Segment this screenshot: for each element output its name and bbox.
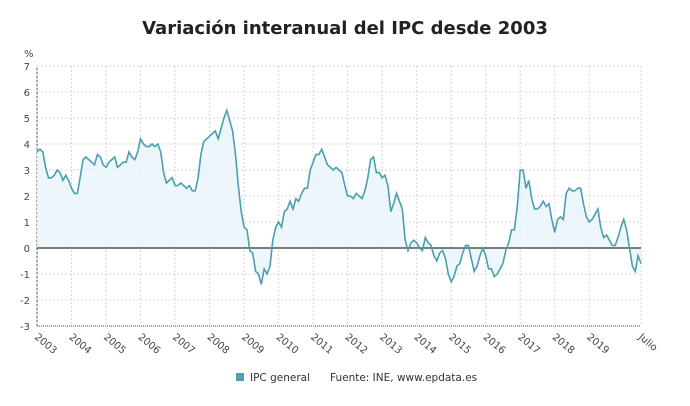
x-tick-label: 2015 — [446, 332, 473, 357]
y-tick-label: -2 — [20, 296, 30, 307]
series-area — [37, 110, 641, 285]
x-tick-label: 2014 — [412, 332, 439, 357]
x-tick-label: 2012 — [343, 332, 370, 357]
legend-swatch — [236, 373, 244, 381]
x-tick-label: 2011 — [308, 332, 335, 357]
y-tick-label: 7 — [24, 62, 30, 73]
y-tick-label: 6 — [24, 88, 30, 99]
x-tick-label: Julio — [635, 331, 659, 354]
series-line — [36, 107, 642, 285]
x-tick-label: 2018 — [550, 332, 577, 357]
source-note: Fuente: INE, www.epdata.es — [330, 372, 477, 384]
x-tick-label: 2009 — [239, 332, 266, 357]
legend-label: IPC general — [250, 372, 310, 384]
x-tick-label: 2007 — [170, 332, 197, 357]
y-tick-label: 5 — [24, 114, 30, 125]
x-tick-label: 2003 — [32, 332, 59, 357]
x-tick-label: 2013 — [377, 332, 404, 357]
y-tick-label: 4 — [24, 140, 30, 151]
x-tick-label: 2006 — [136, 332, 163, 357]
y-tick-label: 0 — [24, 244, 30, 255]
y-tick-label: 3 — [24, 166, 30, 177]
x-tick-label: 2005 — [101, 332, 128, 357]
y-tick-label: -3 — [20, 322, 30, 333]
x-tick-label: 2008 — [205, 332, 232, 357]
x-tick-label: 2017 — [515, 332, 542, 357]
y-tick-label: 1 — [24, 218, 30, 229]
x-tick-label: 2019 — [584, 332, 611, 357]
y-axis-label: % — [24, 49, 34, 60]
y-tick-label: 2 — [24, 192, 30, 203]
x-tick-label: 2004 — [67, 332, 94, 357]
x-tick-label: 2010 — [274, 332, 301, 357]
x-tick-label: 2016 — [481, 332, 508, 357]
chart-title: Variación interanual del IPC desde 2003 — [142, 18, 548, 39]
y-tick-label: -1 — [20, 270, 30, 281]
